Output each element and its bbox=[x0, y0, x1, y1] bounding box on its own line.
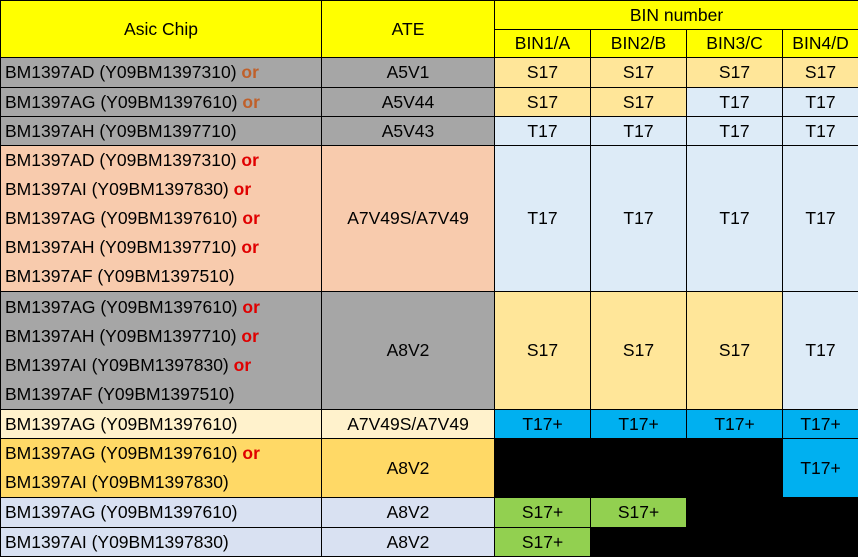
bin-cell: T17 bbox=[494, 145, 591, 292]
bin-cell: T17+ bbox=[782, 438, 858, 498]
bin-cell: T17 bbox=[686, 116, 783, 146]
bin-cell: S17 bbox=[590, 57, 687, 88]
ate-cell: A5V44 bbox=[321, 87, 495, 117]
header-bin1: BIN1/A bbox=[494, 29, 591, 58]
bin-cell: S17 bbox=[686, 57, 783, 88]
chip-name: BM1397AG (Y09BM1397610) bbox=[5, 208, 238, 228]
or-connector: or bbox=[241, 237, 259, 257]
bin-cell: T17 bbox=[782, 145, 858, 292]
ate-cell: A8V2 bbox=[321, 438, 495, 498]
or-connector: or bbox=[241, 325, 259, 346]
or-connector: or bbox=[242, 208, 260, 228]
bin-cell: S17 bbox=[782, 57, 858, 88]
bin-cell: S17 bbox=[494, 87, 591, 117]
chip-name: BM1397AG (Y09BM1397610) bbox=[5, 502, 238, 522]
ate-cell: A8V2 bbox=[321, 527, 495, 557]
header-asic-chip: Asic Chip bbox=[0, 0, 322, 58]
bin-cell-empty bbox=[686, 438, 783, 498]
chip-name: BM1397AG (Y09BM1397610) bbox=[5, 91, 238, 112]
chip-cell: BM1397AG (Y09BM1397610) bbox=[0, 497, 322, 528]
bin-cell: T17+ bbox=[782, 409, 858, 439]
table-row: BM1397AG (Y09BM1397610) A8V2 S17+ S17+ bbox=[0, 497, 858, 528]
chip-name: BM1397AI (Y09BM1397830) bbox=[5, 472, 229, 492]
chip-name: BM1397AG (Y09BM1397610) bbox=[5, 413, 238, 434]
or-connector: or bbox=[242, 91, 260, 112]
bin-cell: T17 bbox=[686, 87, 783, 117]
header-bin4: BIN4/D bbox=[782, 29, 858, 58]
header-bin2: BIN2/B bbox=[590, 29, 687, 58]
chip-name: BM1397AI (Y09BM1397830) bbox=[5, 354, 229, 375]
or-connector: or bbox=[242, 296, 260, 317]
chip-name: BM1397AH (Y09BM1397710) bbox=[5, 237, 237, 257]
bin-cell-empty bbox=[590, 527, 687, 557]
ate-cell: A7V49S/A7V49 bbox=[321, 145, 495, 292]
chip-cell: BM1397AG (Y09BM1397610) or BM1397AI (Y09… bbox=[0, 438, 322, 498]
chip-cell: BM1397AD (Y09BM1397310) or bbox=[0, 57, 322, 88]
bin-cell: T17 bbox=[782, 87, 858, 117]
bin-cell: T17+ bbox=[686, 409, 783, 439]
bin-cell: T17 bbox=[686, 145, 783, 292]
chip-name: BM1397AH (Y09BM1397710) bbox=[5, 325, 237, 346]
bin-cell: T17 bbox=[782, 116, 858, 146]
chip-name: BM1397AF (Y09BM1397510) bbox=[5, 266, 235, 286]
chip-name: BM1397AF (Y09BM1397510) bbox=[5, 383, 235, 404]
chip-cell: BM1397AD (Y09BM1397310) or BM1397AI (Y09… bbox=[0, 145, 322, 292]
chip-name: BM1397AD (Y09BM1397310) bbox=[5, 150, 237, 170]
bin-cell: T17+ bbox=[590, 409, 687, 439]
chip-name: BM1397AD (Y09BM1397310) bbox=[5, 62, 237, 82]
bin-cell-empty bbox=[782, 497, 858, 528]
or-connector: or bbox=[241, 62, 259, 82]
bin-cell: T17 bbox=[590, 145, 687, 292]
chip-name: BM1397AI (Y09BM1397830) bbox=[5, 531, 229, 552]
ate-cell: A5V43 bbox=[321, 116, 495, 146]
table-row: BM1397AG (Y09BM1397610) or BM1397AH (Y09… bbox=[0, 291, 858, 410]
ate-cell: A8V2 bbox=[321, 497, 495, 528]
bin-cell-empty bbox=[782, 527, 858, 557]
table-row: BM1397AG (Y09BM1397610) A7V49S/A7V49 T17… bbox=[0, 409, 858, 439]
chip-cell: BM1397AG (Y09BM1397610) or bbox=[0, 87, 322, 117]
bin-cell: S17 bbox=[494, 291, 591, 410]
ate-cell: A8V2 bbox=[321, 291, 495, 410]
bin-cell: S17 bbox=[494, 57, 591, 88]
bin-cell-empty bbox=[686, 497, 783, 528]
chip-name: BM1397AG (Y09BM1397610) bbox=[5, 296, 238, 317]
or-connector: or bbox=[241, 150, 259, 170]
table-row: BM1397AG (Y09BM1397610) or A5V44 S17 S17… bbox=[0, 87, 858, 117]
bin-cell: S17+ bbox=[590, 497, 687, 528]
bin-cell: S17 bbox=[590, 291, 687, 410]
chip-cell: BM1397AI (Y09BM1397830) bbox=[0, 527, 322, 557]
chip-name: BM1397AH (Y09BM1397710) bbox=[5, 120, 237, 141]
table-row: BM1397AI (Y09BM1397830) A8V2 S17+ bbox=[0, 527, 858, 557]
ate-cell: A7V49S/A7V49 bbox=[321, 409, 495, 439]
bin-cell: T17 bbox=[494, 116, 591, 146]
bin-cell: T17+ bbox=[494, 409, 591, 439]
chip-name: BM1397AI (Y09BM1397830) bbox=[5, 179, 229, 199]
table-row: BM1397AD (Y09BM1397310) or A5V1 S17 S17 … bbox=[0, 57, 858, 88]
chip-cell: BM1397AH (Y09BM1397710) bbox=[0, 116, 322, 146]
bin-cell: S17 bbox=[686, 291, 783, 410]
header-ate: ATE bbox=[321, 0, 495, 58]
ate-cell: A5V1 bbox=[321, 57, 495, 88]
chip-cell: BM1397AG (Y09BM1397610) or BM1397AH (Y09… bbox=[0, 291, 322, 410]
bin-cell-empty bbox=[686, 527, 783, 557]
table-row: BM1397AG (Y09BM1397610) or BM1397AI (Y09… bbox=[0, 438, 858, 498]
or-connector: or bbox=[233, 354, 252, 375]
or-connector: or bbox=[242, 443, 260, 463]
bin-cell: S17+ bbox=[494, 527, 591, 557]
or-connector: or bbox=[233, 179, 252, 199]
header-bin3: BIN3/C bbox=[686, 29, 783, 58]
bin-cell: T17 bbox=[590, 116, 687, 146]
header-bin-number: BIN number bbox=[494, 0, 858, 30]
table-row: BM1397AD (Y09BM1397310) or BM1397AI (Y09… bbox=[0, 145, 858, 292]
table-row: BM1397AH (Y09BM1397710) A5V43 T17 T17 T1… bbox=[0, 116, 858, 146]
bin-cell-empty bbox=[494, 438, 591, 498]
bin-cell: S17+ bbox=[494, 497, 591, 528]
bin-cell: S17 bbox=[590, 87, 687, 117]
chip-name: BM1397AG (Y09BM1397610) bbox=[5, 443, 238, 463]
bin-cell: T17 bbox=[782, 291, 858, 410]
chip-cell: BM1397AG (Y09BM1397610) bbox=[0, 409, 322, 439]
bin-cell-empty bbox=[590, 438, 687, 498]
